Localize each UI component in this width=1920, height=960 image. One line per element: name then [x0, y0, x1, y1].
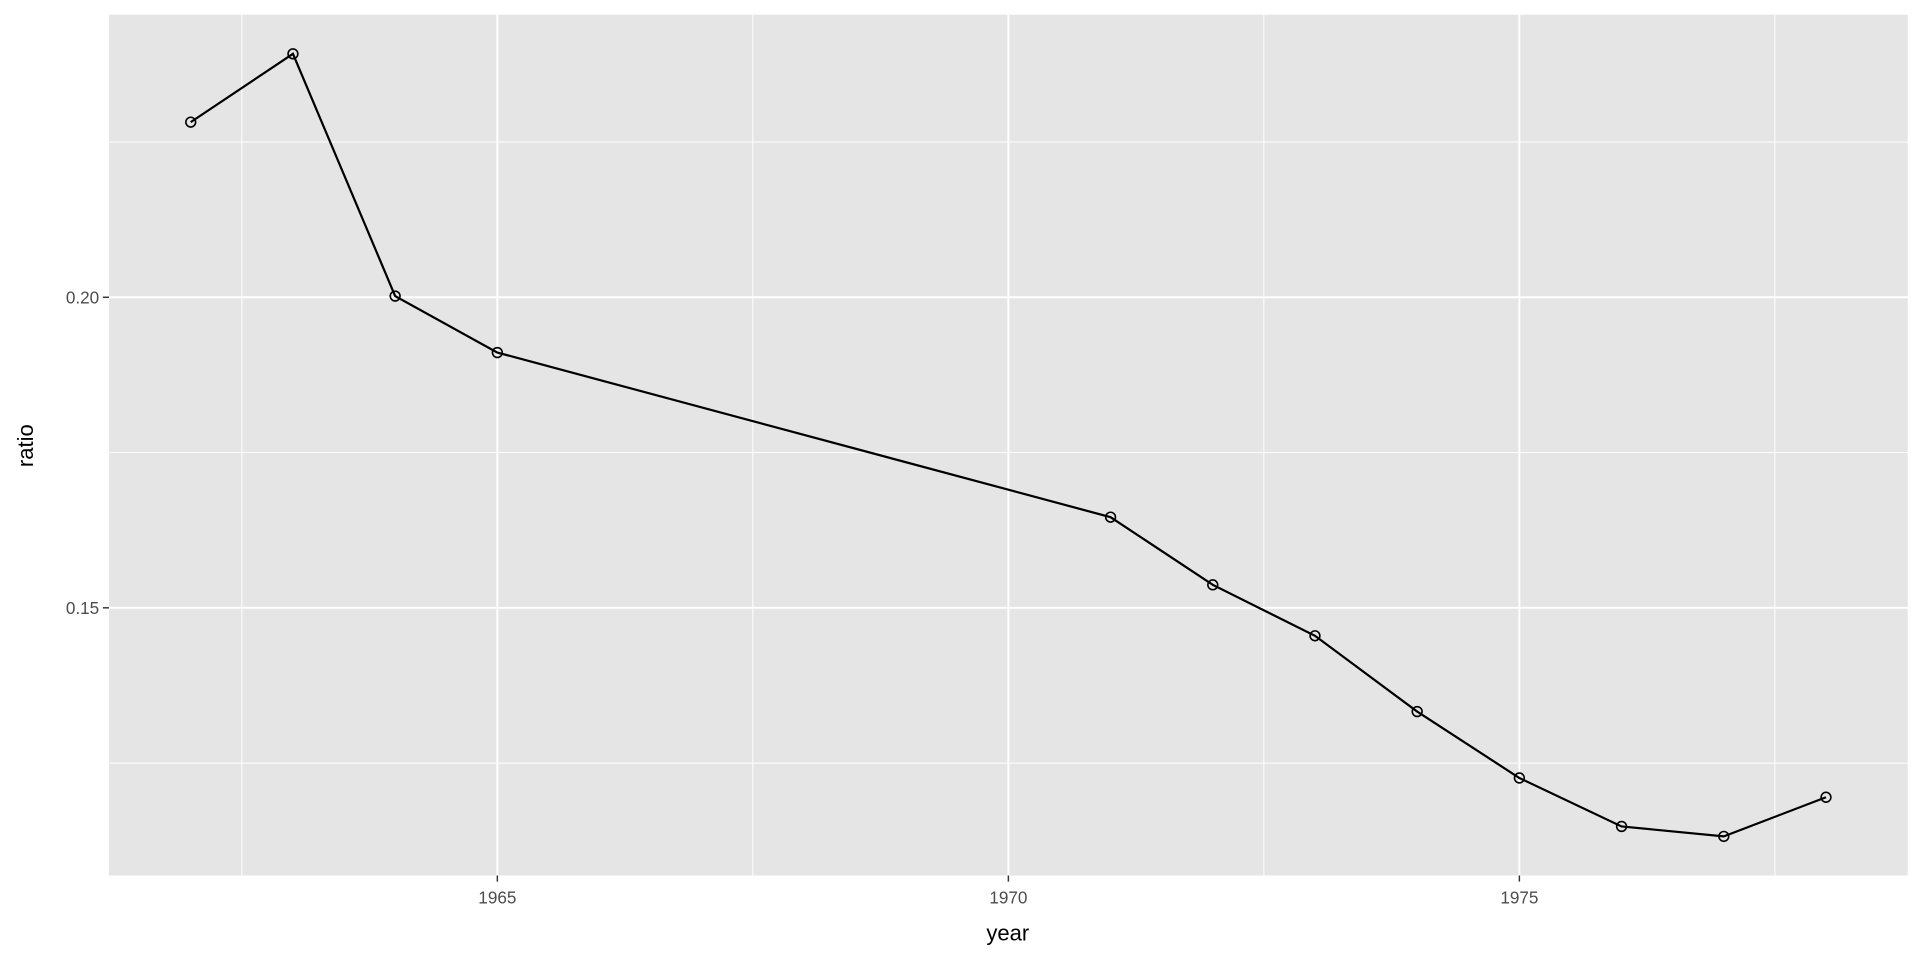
axis-ticks: 1965 1970 1975 0.15 0.20 — [66, 287, 1539, 907]
y-tick-label: 0.20 — [66, 287, 99, 307]
major-gridlines — [108, 14, 1908, 876]
series-line — [190, 52, 1827, 838]
x-axis-title: year — [986, 920, 1029, 945]
series-group — [185, 48, 1832, 843]
data-point-1974 — [1411, 705, 1423, 718]
y-tick-label: 0.15 — [66, 598, 99, 618]
x-tick-label: 1965 — [478, 888, 516, 908]
x-tick-label: 1970 — [989, 888, 1027, 908]
x-tick-label: 1975 — [1500, 888, 1538, 908]
data-point-1975 — [1513, 772, 1526, 784]
data-point-1977 — [1718, 830, 1730, 843]
data-point-1964 — [389, 290, 401, 302]
y-axis-title: ratio — [13, 424, 38, 467]
data-point-1965 — [491, 346, 504, 359]
data-point-1963 — [287, 48, 299, 60]
data-point-1976 — [1615, 820, 1628, 833]
data-point-1973 — [1309, 630, 1321, 642]
data-point-1971 — [1104, 511, 1117, 523]
data-point-1962 — [185, 116, 197, 128]
data-point-1972 — [1207, 579, 1219, 591]
data-point-1978 — [1820, 791, 1832, 803]
